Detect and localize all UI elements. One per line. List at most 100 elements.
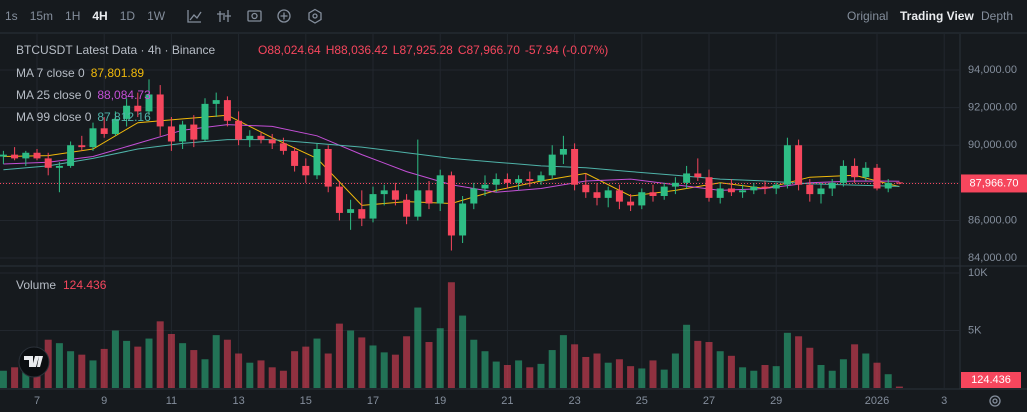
x-tick-label: 15	[300, 395, 312, 407]
volume-bar	[806, 347, 814, 388]
ohlc-label: C87,966.70	[458, 43, 520, 57]
candle-body	[492, 179, 500, 185]
candle-body	[235, 120, 243, 140]
ma-name: MA 99 close 0	[16, 110, 92, 124]
volume-bar	[515, 360, 523, 388]
ohlc-label: -57.94 (-0.07%)	[525, 43, 608, 57]
candle-body	[347, 209, 355, 213]
candle-body	[55, 165, 63, 168]
add-icon[interactable]	[277, 9, 291, 23]
candle-body	[761, 186, 769, 189]
candle-body	[459, 203, 467, 236]
candle-body	[537, 175, 545, 181]
toolbar-icons[interactable]	[187, 8, 322, 24]
volume-bar	[716, 351, 724, 388]
volume-bar	[526, 367, 534, 388]
candle-body	[22, 152, 30, 159]
settings-icon[interactable]	[308, 8, 322, 24]
view-tab[interactable]: Depth	[981, 9, 1013, 23]
screenshot-icon[interactable]	[247, 10, 262, 22]
interval-button[interactable]: 4H	[92, 9, 107, 23]
candle-body	[78, 145, 86, 148]
candle-body	[268, 139, 276, 144]
volume-bar	[750, 370, 758, 388]
volume-bar	[11, 367, 19, 388]
volume-bar	[839, 359, 847, 388]
ma-name: MA 25 close 0	[16, 88, 92, 102]
candle-type-icon[interactable]	[217, 10, 231, 22]
volume-bar	[78, 354, 86, 388]
volume-bar	[403, 336, 411, 388]
candle-body	[100, 128, 108, 134]
axis-settings[interactable]	[989, 395, 1001, 407]
candle-body	[324, 148, 332, 187]
x-tick-label: 2026	[865, 395, 889, 407]
x-tick-label: 17	[367, 395, 379, 407]
volume-bar	[55, 343, 63, 388]
volume-bar	[727, 355, 735, 388]
volume-bar	[358, 337, 366, 388]
candle-body	[302, 165, 310, 176]
indicator-icon[interactable]	[187, 10, 202, 23]
view-tab[interactable]: Original	[847, 9, 888, 23]
candle-body	[705, 177, 713, 198]
candle-body	[134, 105, 142, 112]
y-tick-label: 84,000.00	[968, 252, 1017, 264]
volume-bar	[67, 351, 75, 388]
volume-bar	[347, 330, 355, 388]
candle-body	[593, 192, 601, 198]
settings-dot	[312, 13, 318, 19]
volume-bar	[268, 367, 276, 388]
interval-button[interactable]: 15m	[30, 9, 53, 23]
interval-button[interactable]: 1D	[120, 9, 136, 23]
volume-bar	[279, 370, 287, 388]
x-tick-label: 23	[568, 395, 580, 407]
volume-bar	[179, 343, 187, 388]
volume-bar	[660, 369, 668, 388]
candle-body	[257, 135, 265, 140]
candle-body	[201, 103, 209, 140]
volume-bar	[436, 328, 444, 388]
candle-body	[895, 182, 903, 184]
candle-body	[694, 173, 702, 178]
volume-bar	[380, 352, 388, 388]
volume-bar	[89, 360, 97, 388]
view-tab[interactable]: Trading View	[900, 9, 974, 23]
volume-bar	[291, 351, 299, 388]
candle-body	[671, 182, 679, 187]
volume-bar	[391, 354, 399, 388]
candle-body	[369, 194, 377, 219]
candle-body	[425, 190, 433, 204]
volume-bar	[481, 351, 489, 388]
candle-body	[279, 143, 287, 151]
volume-bar	[167, 333, 175, 388]
volume-bar	[212, 335, 220, 388]
candle-body	[67, 145, 75, 166]
ohlc-label: L87,925.28	[393, 43, 453, 57]
interval-button[interactable]: 1s	[5, 9, 18, 23]
volume-bars	[0, 282, 903, 388]
interval-button[interactable]: 1W	[147, 9, 166, 23]
volume-bar	[335, 323, 343, 388]
volume-bar	[828, 370, 836, 388]
volume-bar	[470, 339, 478, 388]
candle-body	[660, 186, 668, 196]
grid	[0, 34, 960, 388]
volume-bar	[627, 366, 635, 388]
candle-body	[44, 158, 52, 168]
volume-bar	[100, 348, 108, 388]
x-tick-label: 13	[232, 395, 244, 407]
x-tick-label: 7	[34, 395, 40, 407]
chart-title: BTCUSDT Latest Data · 4h · Binance	[16, 43, 216, 57]
x-tick-label: 27	[703, 395, 715, 407]
candle-body	[559, 148, 567, 155]
y-tick-label: 86,000.00	[968, 214, 1017, 226]
volume-bar	[683, 324, 691, 388]
interval-button[interactable]: 1H	[65, 9, 80, 23]
candle-body	[627, 201, 635, 206]
volume-bar	[223, 339, 231, 388]
candle-body	[447, 175, 455, 236]
volume-bar	[324, 353, 332, 388]
volume-bar	[414, 307, 422, 388]
